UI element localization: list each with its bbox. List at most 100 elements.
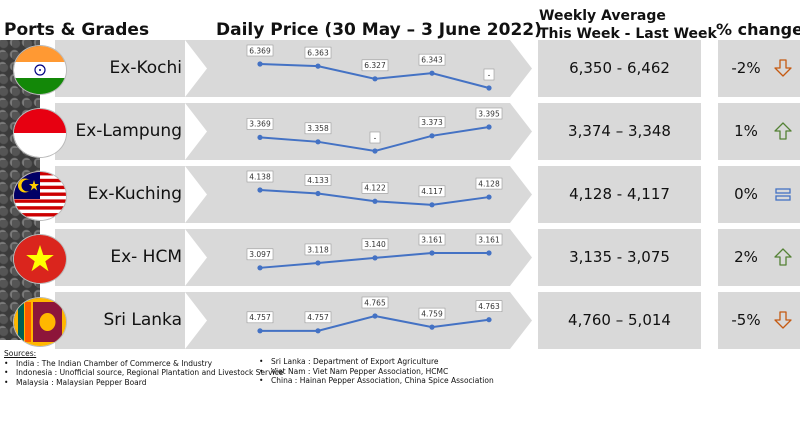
data-point (429, 250, 435, 256)
data-point (315, 139, 321, 145)
weekly-band (538, 229, 701, 286)
percent-change-value: 0% (734, 185, 758, 203)
grade-label: Ex-Kochi (109, 58, 182, 78)
data-label-box (246, 248, 274, 261)
arrow-shape (774, 59, 792, 77)
data-point (315, 328, 321, 334)
data-label: 4.138 (249, 172, 271, 181)
vietnam-flag-icon (14, 235, 66, 283)
header-weekly-line1: Weekly Average (539, 8, 666, 24)
data-point (315, 190, 321, 197)
data-label: - (488, 70, 491, 79)
weekly-band (538, 40, 701, 97)
data-point (372, 313, 378, 319)
data-label-box (304, 122, 332, 135)
up-arrow-icon (774, 122, 792, 140)
daily-price-chart: 4.757 4.757 4.765 4.759 4.763 (185, 292, 532, 349)
data-point (257, 61, 263, 67)
data-label-box (475, 107, 503, 120)
data-label-box (418, 233, 446, 246)
data-point (257, 328, 263, 334)
table-row: 3.097 3.118 3.140 3.161 3.161 Ex- HCM 3,135 … (0, 229, 800, 286)
data-label-box (475, 177, 503, 190)
data-label-box (361, 296, 389, 309)
data-label-box (304, 174, 332, 186)
data-label: 4.765 (364, 298, 386, 307)
data-point (486, 85, 492, 91)
data-label-box (361, 59, 389, 72)
data-label: 6.369 (249, 46, 271, 55)
data-point (486, 124, 492, 130)
data-label-box (418, 53, 446, 66)
data-point (257, 134, 263, 141)
data-point (372, 148, 378, 154)
source-item: Viet Nam : Viet Nam Pepper Association, … (259, 367, 494, 377)
data-label-box (361, 238, 389, 251)
data-label-box (246, 118, 274, 130)
data-point (372, 198, 378, 204)
data-label: 6.327 (364, 61, 386, 70)
data-point (486, 250, 492, 256)
weekly-average-value: 6,350 - 6,462 (569, 59, 670, 77)
data-label: 3.373 (421, 118, 443, 127)
data-point (429, 202, 435, 208)
down-arrow-icon (774, 59, 792, 77)
header-ports-grades: Ports & Grades (4, 20, 150, 40)
data-point (257, 187, 263, 193)
data-label: 3.369 (249, 120, 271, 129)
data-label-box (304, 243, 332, 256)
data-label: 3.395 (478, 109, 500, 118)
data-label: 4.759 (421, 309, 443, 318)
grade-band (55, 166, 185, 223)
source-item: Malaysia : Malaysian Pepper Board (4, 378, 283, 388)
data-point (372, 255, 378, 261)
sources-title: Sources: (4, 349, 37, 358)
data-label-box (304, 46, 332, 59)
daily-price-chart: 3.097 3.118 3.140 3.161 3.161 (185, 229, 532, 286)
data-point (486, 194, 492, 200)
grade-band (55, 292, 185, 349)
data-label: 3.118 (307, 245, 329, 254)
data-label-box (304, 311, 332, 324)
malaysia-flag-icon (14, 172, 66, 220)
data-label-box (418, 116, 446, 129)
data-label: 3.358 (307, 124, 329, 133)
indonesia-flag-icon (14, 109, 66, 157)
data-point (315, 63, 321, 69)
equal-bar (775, 188, 791, 194)
grade-band (55, 40, 185, 97)
data-label: 4.117 (421, 187, 443, 196)
table-row: 4.757 4.757 4.765 4.759 4.763 Sri Lanka 4,76… (0, 292, 800, 349)
header-daily-price: Daily Price (30 May – 3 June 2022) (216, 20, 542, 40)
data-label-box (475, 300, 503, 313)
data-label-box (246, 170, 274, 183)
data-label-box (246, 44, 274, 57)
source-item: China : Hainan Pepper Association, China… (259, 376, 494, 386)
chart-band (185, 40, 532, 97)
chart-band (185, 166, 532, 223)
data-label: 4.757 (307, 313, 329, 322)
grade-band (55, 103, 185, 160)
change-band (718, 166, 800, 223)
grade-label: Ex-Lampung (75, 121, 182, 141)
arrow-shape (774, 311, 792, 329)
weekly-band (538, 103, 701, 160)
data-label: - (374, 133, 377, 142)
data-label: 3.161 (421, 235, 443, 244)
srilanka-flag-icon (14, 298, 66, 346)
data-point (372, 76, 378, 82)
percent-change-value: 2% (734, 248, 758, 266)
sources-block-right: Sri Lanka : Department of Export Agricul… (259, 357, 494, 386)
data-label: 4.128 (478, 179, 500, 188)
data-label-box (369, 131, 381, 144)
arrow-shape (774, 248, 792, 266)
data-point (486, 317, 492, 323)
data-label: 4.133 (307, 176, 329, 185)
table-row: 3.369 3.358 - 3.373 3.395 Ex-Lampung 3,374 –… (0, 103, 800, 160)
data-point (257, 265, 263, 271)
source-item: Indonesia : Unofficial source, Regional … (4, 368, 283, 378)
data-label: 6.343 (421, 55, 443, 64)
weekly-band (538, 166, 701, 223)
grade-band (55, 229, 185, 286)
data-label: 3.161 (478, 235, 500, 244)
